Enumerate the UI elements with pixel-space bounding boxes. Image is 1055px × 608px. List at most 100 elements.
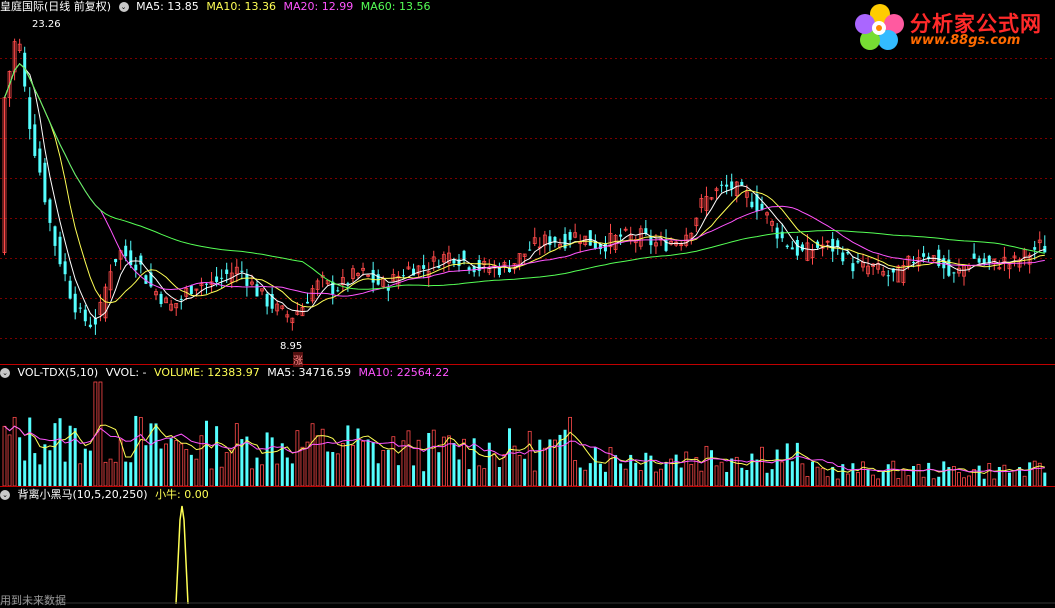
- volume-bar: [649, 455, 653, 486]
- volume-bar: [831, 466, 835, 486]
- volume-bar: [159, 448, 163, 486]
- candle-body: [689, 232, 694, 239]
- candlestick: [532, 227, 537, 247]
- candlestick: [548, 230, 552, 252]
- candlestick: [88, 316, 92, 329]
- candlestick: [744, 184, 749, 208]
- volume-bar: [957, 472, 961, 487]
- candlestick: [795, 236, 799, 260]
- volume-bar: [138, 417, 143, 487]
- volume-bar: [856, 472, 860, 487]
- candle-body: [709, 197, 714, 200]
- candlestick: [684, 227, 689, 248]
- candlestick: [760, 196, 764, 211]
- volume-bar: [775, 449, 779, 486]
- candle-body: [255, 284, 259, 297]
- volume-bar: [437, 452, 441, 486]
- volume-bar: [927, 462, 931, 486]
- site-logo: 分析家公式网 www.88gs.com: [852, 2, 1052, 54]
- volume-bar: [527, 430, 532, 487]
- candle-body: [250, 281, 254, 285]
- volume-bar: [376, 463, 380, 486]
- volume-bar: [568, 416, 572, 487]
- candle-body: [366, 274, 371, 277]
- candle-body: [220, 277, 224, 279]
- indicator-value-label: 小牛: 0.00: [155, 488, 209, 501]
- candle-body: [987, 255, 991, 264]
- candle-body: [229, 272, 234, 283]
- candlestick: [881, 266, 886, 277]
- candle-body: [699, 198, 704, 208]
- candlestick: [689, 232, 694, 245]
- candle-body: [169, 303, 174, 311]
- volume-bar: [290, 463, 294, 486]
- volume-bar: [260, 464, 264, 487]
- volume-bar: [710, 450, 713, 486]
- candle-body: [1002, 256, 1007, 262]
- volume-bar: [517, 455, 522, 487]
- volume-bar: [502, 454, 507, 487]
- volume-bar: [472, 438, 476, 486]
- volume-bar: [906, 475, 911, 487]
- candlestick: [608, 223, 613, 254]
- volume-bar: [734, 456, 739, 487]
- volume-bar: [866, 469, 870, 486]
- volume-bar: [785, 443, 789, 486]
- candlestick: [144, 274, 148, 285]
- candle-body: [53, 226, 57, 246]
- candlestick: [33, 114, 37, 158]
- candlestick: [93, 309, 97, 335]
- candlestick: [234, 259, 239, 283]
- volume-bar: [573, 460, 578, 487]
- candle-body: [199, 283, 204, 287]
- volume-bar: [820, 467, 825, 487]
- indicator-settings-icon[interactable]: ⌄: [0, 490, 10, 500]
- candle-body: [108, 271, 113, 291]
- volume-bar: [811, 461, 814, 486]
- volume-bar: [7, 434, 12, 487]
- candle-body: [285, 314, 290, 318]
- candlestick: [603, 236, 607, 259]
- candle-body: [406, 266, 411, 270]
- candle-body: [891, 268, 895, 273]
- candle-body: [346, 283, 350, 285]
- volume-bar: [714, 465, 719, 487]
- candle-body: [638, 228, 643, 247]
- candle-body: [129, 250, 133, 266]
- candlestick: [12, 38, 17, 81]
- candle-body: [234, 266, 239, 275]
- candlestick: [825, 240, 830, 250]
- candlestick: [977, 255, 981, 265]
- volume-bar: [629, 454, 633, 486]
- candle-body: [1037, 239, 1042, 244]
- volume-bar: [1002, 464, 1007, 487]
- volume-bar: [901, 469, 906, 487]
- volume-bar: [108, 458, 113, 487]
- ma10-label: MA10: 13.36: [206, 0, 277, 13]
- candle-body: [841, 252, 845, 262]
- volume-bar: [659, 468, 663, 487]
- volume-bar: [113, 461, 118, 487]
- volume-bar: [992, 478, 997, 487]
- volume-bar: [947, 467, 951, 486]
- candle-body: [295, 311, 300, 315]
- candle-body: [740, 181, 744, 186]
- candle-body: [290, 317, 295, 324]
- candlestick: [709, 196, 714, 201]
- volume-bar: [487, 442, 491, 486]
- candle-body: [734, 181, 739, 196]
- candlestick: [340, 268, 345, 293]
- volume-settings-icon[interactable]: ⌄: [0, 368, 10, 378]
- volume-ma-lines: [4, 424, 1045, 475]
- candle-body: [205, 283, 208, 285]
- candlestick: [28, 87, 32, 140]
- volume-bar: [937, 476, 941, 486]
- volume-bar: [634, 462, 638, 486]
- settings-icon[interactable]: ⌄: [118, 2, 129, 12]
- volume-bar: [431, 429, 436, 487]
- candlestick: [441, 251, 446, 273]
- ma10-line: [4, 62, 1045, 308]
- volume-ma5-label: MA5: 34716.59: [267, 366, 351, 379]
- volume-bar: [326, 451, 330, 486]
